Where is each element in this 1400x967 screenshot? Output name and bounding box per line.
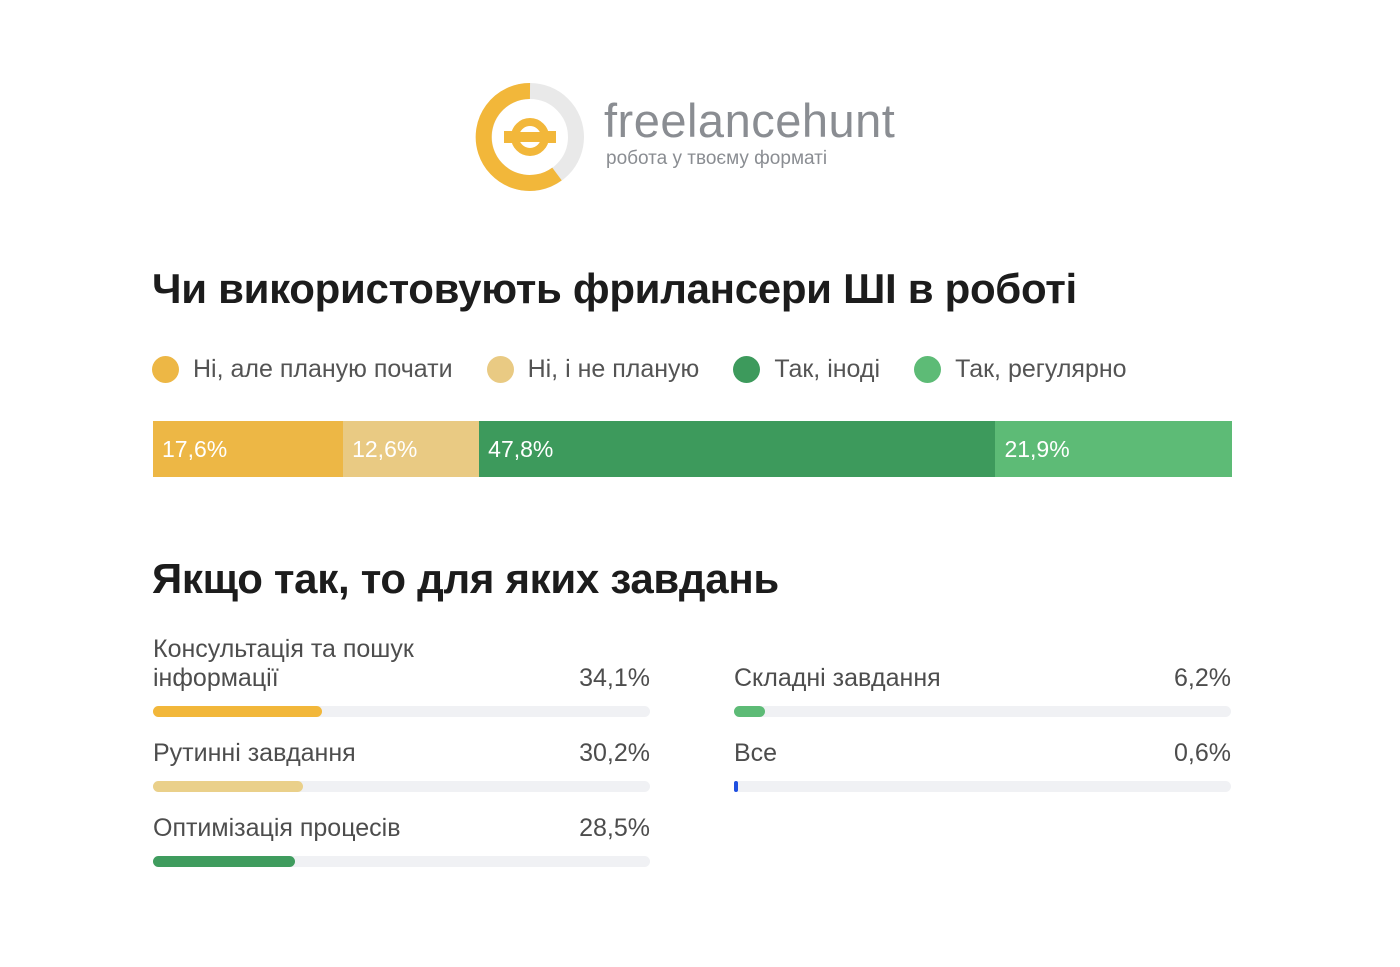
task-bar-label: Консультація та пошук інформації	[153, 635, 414, 692]
task-bar-fill	[734, 781, 738, 792]
stacked-bar-segment	[995, 421, 1232, 477]
legend-label: Так, регулярно	[955, 354, 1127, 383]
task-bar-track	[153, 706, 650, 717]
stacked-bar-data-label: 17,6%	[162, 436, 228, 462]
task-bar-track	[734, 706, 1231, 717]
usage-chart-title: Чи використовують фрилансери ШІ в роботі	[152, 265, 1077, 312]
freelancehunt-logo-icon	[475, 82, 584, 191]
brand-slogan: робота у твоєму форматі	[606, 148, 828, 169]
legend-item: Так, регулярно	[914, 355, 1127, 384]
legend-swatch	[486, 355, 514, 383]
task-bar-fill	[153, 781, 304, 792]
task-bar-row: Складні завдання 6,2%	[734, 647, 1231, 717]
task-bar-row: Оптимізація процесів 28,5%	[153, 797, 650, 867]
task-bar-fill	[153, 856, 295, 867]
task-bar-label: Складні завдання	[734, 664, 941, 692]
task-bar-track	[153, 781, 650, 792]
usage-chart-legend: Ні, але планую почати Ні, і не планую Так,…	[152, 351, 1127, 387]
task-bar-row: Все 0,6%	[734, 722, 1231, 792]
tasks-chart-title: Якщо так, то для яких завдань	[152, 555, 779, 602]
stacked-bar-data-label: 12,6%	[352, 436, 418, 462]
usage-stacked-bar: 17,6% 12,6% 47,8% 21,9%	[153, 421, 1232, 477]
task-bar-value: 0,6%	[1174, 739, 1231, 767]
legend-label: Ні, і не планую	[527, 354, 700, 383]
legend-label: Ні, але планую почати	[193, 354, 453, 383]
task-bar-fill	[734, 706, 765, 717]
task-bar-track	[734, 781, 1231, 792]
task-bar-value: 6,2%	[1174, 664, 1231, 692]
stacked-bar-data-label: 47,8%	[488, 436, 554, 462]
stacked-bar-segment	[479, 421, 996, 477]
task-bar-value: 28,5%	[579, 814, 650, 842]
task-bar-fill	[153, 706, 323, 717]
brand-logo: freelancehunt робота у твоєму форматі	[474, 81, 914, 193]
task-bar-value: 34,1%	[579, 664, 650, 692]
task-bar-row: Рутинні завдання 30,2%	[153, 722, 650, 792]
task-bar-value: 30,2%	[579, 739, 650, 767]
brand-wordmark: freelancehunt	[604, 94, 896, 147]
stacked-bar-segment	[343, 421, 480, 477]
task-bar-track	[153, 856, 650, 867]
task-bar-row: Консультація та пошук інформації 34,1%	[153, 635, 650, 717]
legend-swatch	[733, 355, 761, 383]
legend-item: Ні, і не планую	[486, 354, 700, 384]
legend-swatch	[152, 355, 179, 383]
task-bar-label: Все	[734, 739, 778, 767]
legend-swatch	[914, 355, 942, 383]
stacked-bar-data-label: 21,9%	[1004, 436, 1070, 462]
task-bar-label: Рутинні завдання	[153, 739, 356, 767]
legend-item: Ні, але планую почати	[152, 355, 453, 384]
stacked-bar-segment	[153, 421, 344, 477]
legend-label: Так, іноді	[774, 354, 881, 383]
task-bar-label: Оптимізація процесів	[153, 814, 401, 842]
legend-item: Так, іноді	[733, 355, 880, 384]
